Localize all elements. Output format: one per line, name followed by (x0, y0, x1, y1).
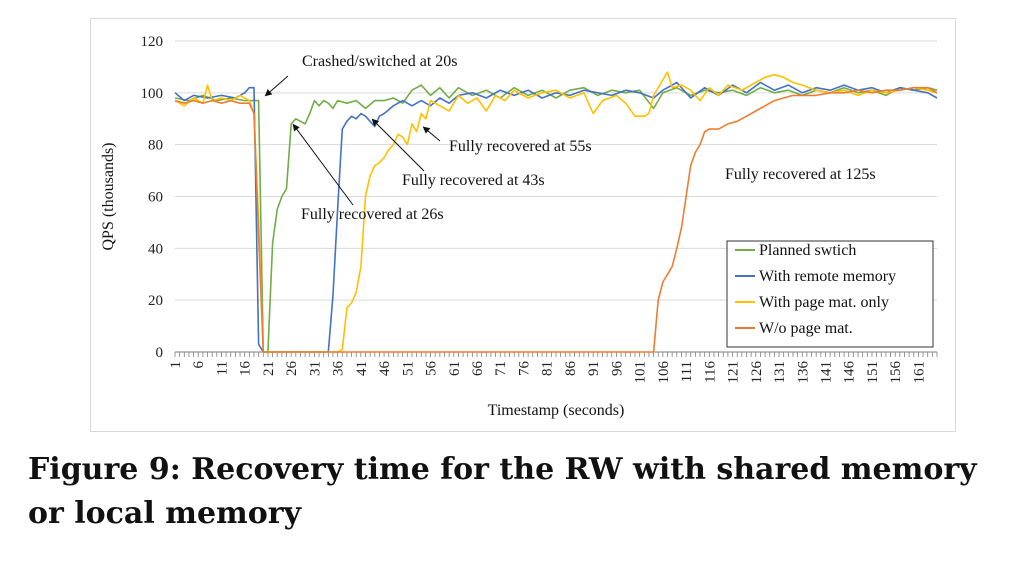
x-tick-label: 86 (563, 361, 579, 377)
x-tick-label: 6 (191, 361, 207, 369)
x-tick-label: 56 (424, 361, 440, 377)
x-tick-label: 46 (377, 361, 393, 377)
x-tick-label: 81 (540, 361, 556, 376)
x-tick-label: 161 (911, 361, 927, 384)
annotation-text: Crashed/switched at 20s (302, 53, 458, 70)
chart-frame: 0 20 40 60 80 100 120 1 6 11 16 21 26 31 36 41 46 51 56 61 6… (90, 18, 956, 432)
legend-box (726, 240, 934, 348)
x-tick-label: 136 (795, 361, 811, 384)
x-tick-label: 121 (726, 361, 742, 384)
x-tick-label: 141 (818, 361, 834, 384)
x-tick-label: 116 (702, 361, 718, 383)
x-tick-label: 131 (772, 361, 788, 384)
x-tick-label: 101 (633, 361, 649, 384)
x-tick-label: 41 (354, 361, 370, 376)
y-tick-label: 100 (141, 86, 164, 102)
series-line-3 (174, 86, 938, 353)
x-tick-label: 61 (447, 361, 463, 376)
x-tick-label: 71 (493, 361, 509, 376)
x-axis-title: Timestamp (seconds) (488, 402, 625, 419)
x-tick-label: 111 (679, 361, 695, 382)
x-tick-label: 1 (168, 361, 184, 369)
annotation-arrow (264, 75, 289, 97)
x-tick-label: 16 (238, 361, 254, 377)
y-tick-label: 20 (148, 293, 163, 309)
y-tick-label: 80 (148, 138, 163, 154)
annotation-text: Fully recovered at 55s (449, 138, 592, 155)
y-tick-label: 0 (156, 345, 164, 361)
annotation-text: Fully recovered at 43s (402, 172, 545, 189)
annotation-text: Fully recovered at 125s (725, 166, 876, 183)
y-tick-label: 60 (148, 190, 163, 206)
figure-caption: Figure 9: Recovery time for the RW with … (28, 452, 977, 531)
x-tick-label: 151 (865, 361, 881, 384)
x-tick-label: 21 (261, 361, 277, 376)
x-tick-label: 26 (284, 361, 300, 377)
y-tick-label: 40 (148, 241, 163, 257)
x-tick-label: 126 (749, 361, 765, 384)
annotation-arrow (422, 126, 441, 142)
x-tick-label: 96 (609, 361, 625, 377)
x-tick-label: 31 (307, 361, 323, 376)
y-axis-title: QPS (thousands) (100, 142, 117, 250)
legend: Planned swtich With remote memory With pag… (726, 240, 934, 348)
x-tick-label: 146 (842, 361, 858, 384)
legend-label: Planned swtich (759, 242, 856, 259)
x-tick-label: 36 (331, 361, 347, 377)
x-tick-label: 76 (516, 361, 532, 377)
legend-label: With page mat. only (759, 294, 889, 311)
annotations: Crashed/switched at 20s Fully recovered a… (264, 53, 876, 223)
x-tick-label: 66 (470, 361, 486, 377)
annotation-text: Fully recovered at 26s (301, 206, 444, 223)
x-tick-label: 11 (214, 361, 230, 375)
series-lines (174, 71, 938, 353)
legend-label: W/o page mat. (759, 320, 853, 337)
x-tick-label: 106 (656, 361, 672, 384)
annotation-arrow (292, 123, 354, 206)
x-tick-label: 51 (400, 361, 416, 376)
x-tick-label: 156 (888, 361, 904, 384)
x-tick-label: 91 (586, 361, 602, 376)
legend-label: With remote memory (759, 268, 896, 285)
annotation-arrow (371, 118, 425, 172)
y-tick-label: 120 (141, 34, 164, 50)
series-line-0 (174, 84, 938, 353)
